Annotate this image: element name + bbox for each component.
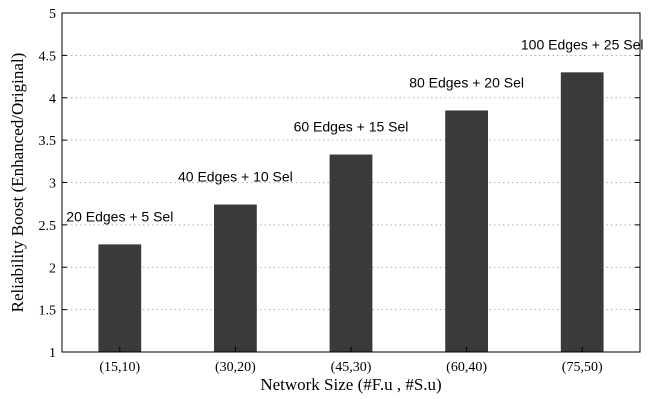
x-axis-title: Network Size (#F.u , #S.u) [260, 375, 441, 394]
x-tick-label: (15,10) [99, 360, 140, 375]
y-tick-label: 1 [49, 346, 56, 361]
y-axis-title: Reliability Boost (Enhanced/Original) [8, 53, 27, 313]
y-tick-label: 1.5 [39, 304, 57, 319]
y-tick-label: 2.5 [39, 219, 57, 234]
bar-annotation: 80 Edges + 20 Sel [409, 74, 524, 90]
x-tick-label: (30,20) [215, 360, 256, 375]
bar [98, 244, 142, 352]
bar [445, 110, 488, 353]
bar-annotation: 40 Edges + 10 Sel [178, 169, 293, 185]
bar-annotation: 60 Edges + 15 Sel [294, 119, 409, 135]
bars [98, 72, 604, 353]
bar [329, 154, 373, 352]
y-tick-label: 3.5 [39, 134, 57, 149]
bar [560, 72, 604, 352]
bar [214, 204, 257, 352]
x-tick-label: (75,50) [562, 360, 603, 375]
x-axis-ticks: (15,10) (30,20) (45,30) (60,40) (75,50) [99, 347, 603, 375]
x-tick-label: (45,30) [331, 360, 372, 375]
y-axis-ticks: 1 1.5 2 2.5 3 3.5 4 4.5 5 [39, 7, 640, 361]
y-tick-label: 4.5 [39, 49, 57, 64]
bar-annotation: 20 Edges + 5 Sel [66, 208, 173, 224]
y-tick-label: 3 [49, 177, 56, 192]
bar-annotations: 20 Edges + 5 Sel 40 Edges + 10 Sel 60 Edge… [66, 36, 643, 224]
y-tick-label: 4 [49, 92, 56, 107]
y-tick-label: 5 [49, 7, 56, 22]
bar-annotation: 100 Edges + 25 Sel [521, 36, 644, 52]
y-tick-label: 2 [49, 261, 56, 276]
x-tick-label: (60,40) [446, 360, 487, 375]
